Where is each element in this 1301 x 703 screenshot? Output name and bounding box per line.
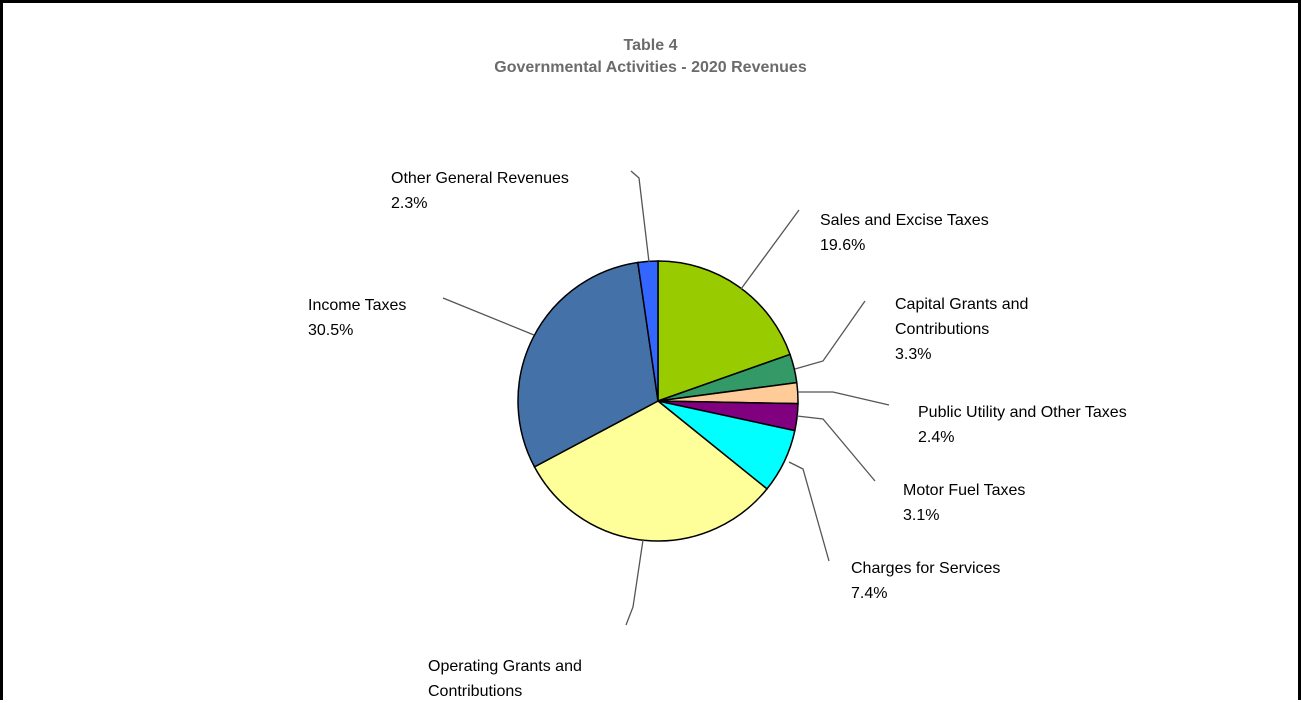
leader-line [741,210,799,289]
leader-line [626,540,643,625]
leader-line [798,392,889,405]
pie-slices [518,261,798,541]
slice-value-label: 19.6% [820,237,865,254]
slice-value-label: 30.5% [308,322,353,339]
slice-label: Charges for Services 7.4% [851,560,1000,602]
slice-value-label: 3.3% [895,346,931,363]
leader-line [789,462,829,561]
leader-line [795,301,865,369]
slice-value-label: 2.3% [391,195,427,212]
slice-label: Income Taxes 30.5% [308,297,406,339]
slice-label: Other General Revenues 2.3% [391,170,569,212]
slice-label: Public Utility and Other Taxes 2.4% [918,404,1127,446]
slice-value-label: 7.4% [851,585,887,602]
slice-value-label: 3.1% [903,507,939,524]
slice-label: Sales and Excise Taxes 19.6% [820,212,989,254]
pie-chart: Sales and Excise Taxes 19.6% Capital Grant… [3,3,1301,703]
slice-label: Motor Fuel Taxes 3.1% [903,482,1025,524]
leader-line [797,416,875,481]
leader-line [443,298,534,335]
slice-label: Operating Grants andContributions31.4% [428,658,582,703]
slice-label: Capital Grants and Contributions 3.3% [895,296,1028,363]
slice-value-label: 2.4% [918,429,954,446]
leader-line [631,171,649,262]
